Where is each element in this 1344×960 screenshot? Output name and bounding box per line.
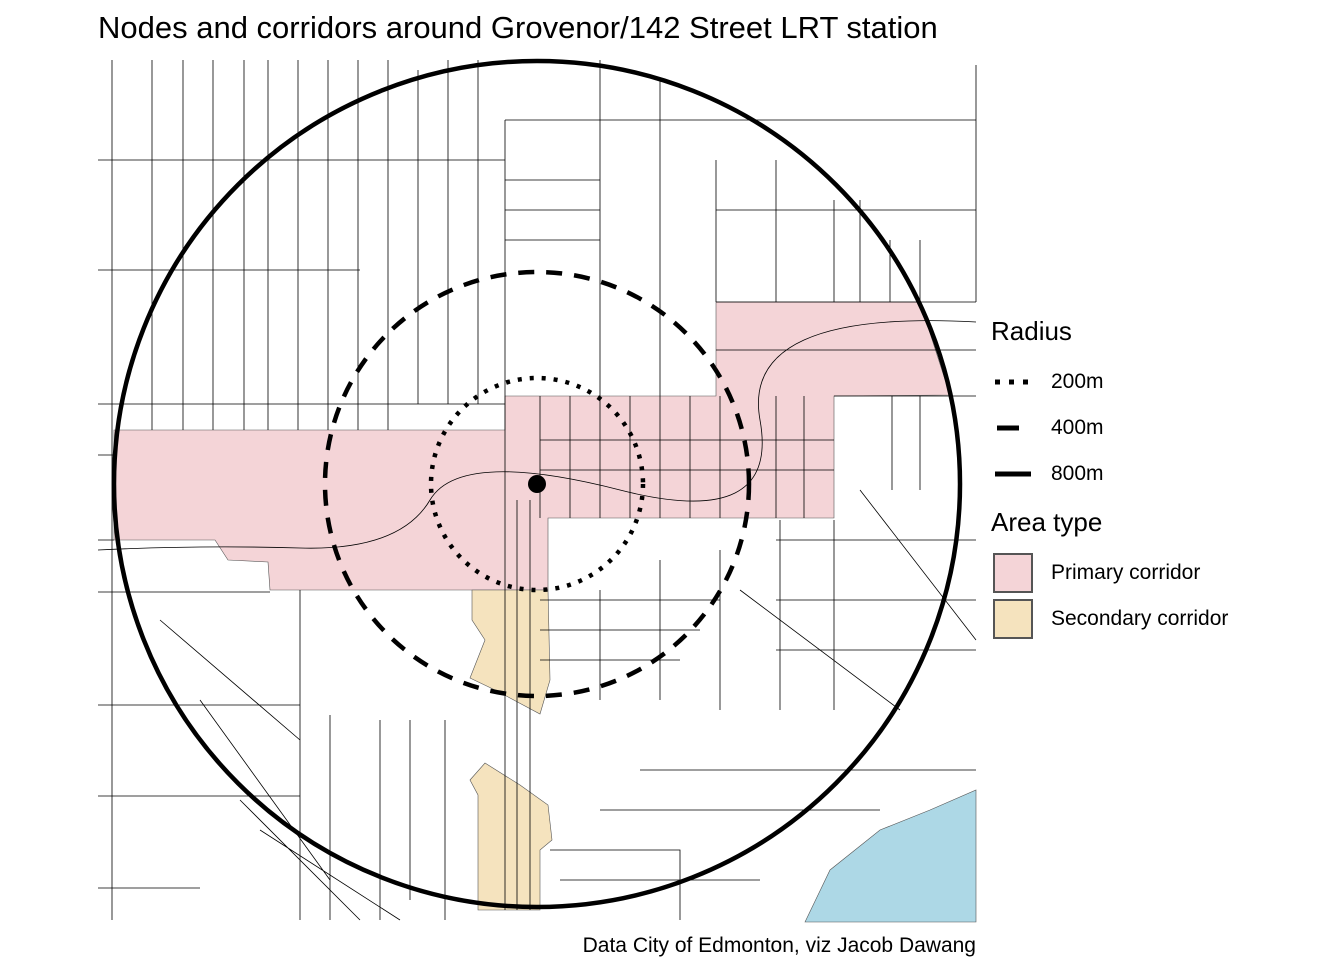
secondary-corridor-area bbox=[469, 762, 553, 911]
legend-item-400m: 400m bbox=[991, 405, 1228, 451]
dashed-line-icon bbox=[997, 425, 1019, 431]
legend-item-800m: 800m bbox=[991, 451, 1228, 497]
map-title: Nodes and corridors around Grovenor/142 … bbox=[98, 10, 938, 45]
legend-label: Primary corridor bbox=[1051, 561, 1201, 584]
legend-item-primary: Primary corridor bbox=[991, 550, 1228, 596]
solid-line-icon bbox=[995, 471, 1031, 477]
dotted-line-icon bbox=[995, 379, 1031, 385]
legend-item-secondary: Secondary corridor bbox=[991, 596, 1228, 642]
legend-label: 800m bbox=[1051, 462, 1104, 485]
legend-item-200m: 200m bbox=[991, 359, 1228, 405]
legend: Radius 200m 400m 800m Area type Primary … bbox=[991, 316, 1228, 642]
legend-area-title: Area type bbox=[991, 507, 1103, 537]
legend-label: 200m bbox=[1051, 370, 1104, 393]
primary-corridor-area bbox=[113, 301, 951, 591]
legend-label: Secondary corridor bbox=[1051, 607, 1229, 630]
radius-400m-circle bbox=[322, 269, 752, 699]
secondary-corridor-area bbox=[469, 589, 551, 715]
caption: Data City of Edmonton, viz Jacob Dawang bbox=[582, 934, 976, 957]
legend-radius-title: Radius bbox=[991, 316, 1072, 346]
radius-200m-circle bbox=[428, 375, 646, 593]
primary-swatch bbox=[993, 553, 1033, 593]
legend-label: 400m bbox=[1051, 416, 1104, 439]
street-network bbox=[97, 60, 977, 921]
secondary-swatch bbox=[993, 599, 1033, 639]
lrt-station-marker bbox=[528, 475, 546, 493]
radius-800m-circle bbox=[111, 58, 963, 910]
water-area bbox=[804, 789, 977, 923]
